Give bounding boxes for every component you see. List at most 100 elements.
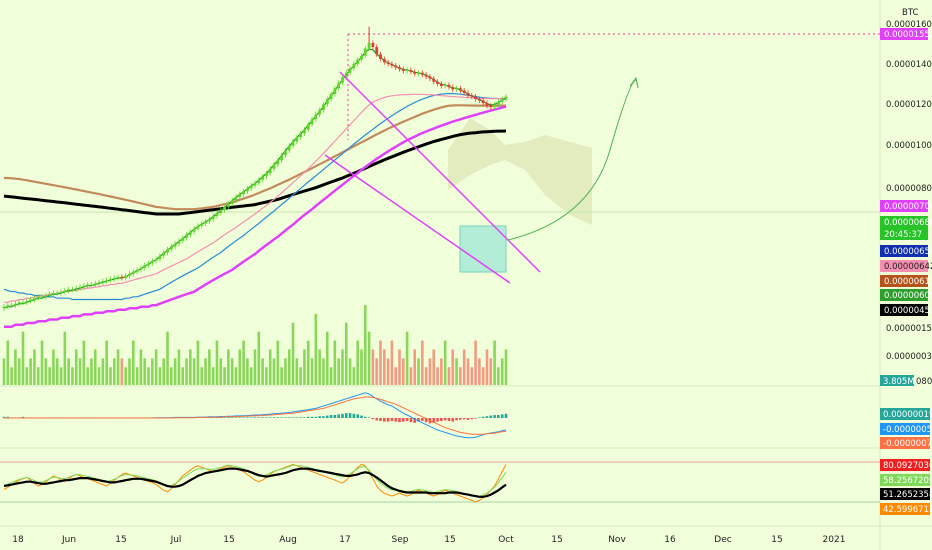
volume-bar [192,358,196,385]
macd-hist-bar [352,413,356,418]
volume-bar [36,367,40,385]
macd-hist-bar [318,416,321,418]
candle-body [496,101,500,105]
macd-hist-bar [223,417,226,418]
volume-bar [109,367,112,385]
time-axis: 18 Jun 15 Jul 15 Aug 17 Sep 15 Oct 15 Nov 16 Dec 15 202… [12,535,845,545]
candle-body [284,150,287,156]
candle-body [196,225,200,229]
macd-hist-bar [306,416,310,418]
candle-body [405,69,409,71]
stoch-d-line [3,467,507,498]
ma-black-line [3,129,507,216]
candle-body [413,71,417,74]
candle-body [124,275,128,278]
candle-body [226,203,230,207]
macd-hist-bar [390,418,394,421]
candle-body [363,48,367,56]
candle-body [86,284,90,286]
volume-bar [208,349,211,385]
candle-body [181,238,185,241]
candle-body [458,88,462,91]
candle-body [375,46,379,55]
macd-hist-bar [234,417,238,418]
time-axis-label: 15 [115,535,126,545]
candle-body [90,284,93,286]
macd-hist-bar [375,418,378,421]
volume-bar [341,349,344,385]
volume-bar [166,331,169,385]
macd-hist-bar [394,418,398,422]
candle-body [257,179,261,184]
candle-body [74,288,78,290]
macd-hist-bar [451,418,455,422]
macd-hist-bar [6,416,10,418]
candle-body [398,67,401,70]
volume-bar [371,349,375,385]
candle-body [272,164,276,169]
candle-body [451,87,455,90]
macd-hist-bar [310,416,314,418]
macd-signal-line [4,396,507,435]
macd-hist-bar [253,417,257,418]
macd-pane [2,392,508,439]
volume-bar [44,358,48,385]
macd-hist-bar [348,413,352,418]
candle-body [71,289,74,291]
volume-bar [356,340,359,385]
macd-hist-bar [2,416,6,418]
price-tag-label: 20:45:37 [884,230,922,240]
macd-hist-bar [409,418,413,423]
volume-bar [436,367,439,385]
volume-bar [276,340,280,385]
candle-body [67,289,71,291]
volume-bar [466,358,470,385]
volume-bar [219,358,223,385]
price-tag-label: 0.00000658 [884,247,932,257]
candle-body [14,303,17,306]
volume-bar [93,349,97,385]
macd-hist-bar [417,418,420,422]
macd-hist-bar [485,416,489,418]
candle-body [417,72,420,74]
price-tag-label: 0.00000605 [884,291,932,301]
price-tag-label: 0.00001552 [884,30,932,40]
candle-body [348,68,352,73]
macd-hist-bar [295,417,299,418]
macd-hist-bar [314,416,318,418]
macd-hist-bar [261,417,264,418]
volume-bar [86,367,89,385]
macd-hist-bar [284,417,287,418]
candle-body [371,42,375,47]
price-tag [880,228,928,240]
macd-hist-bar [459,418,462,420]
time-axis-label: 15 [551,535,562,545]
time-axis-label: Nov [608,535,626,545]
time-axis-label: 18 [12,535,24,545]
candle-body [356,59,360,64]
volume-bar [333,340,337,385]
volume-bar [432,349,436,385]
candle-body [128,273,131,276]
volume-bar [128,358,131,385]
time-axis-label: 16 [664,535,676,545]
volume-bar [105,340,108,385]
macd-hist-bar [398,418,401,423]
candle-body [352,63,356,69]
macd-hist-bar [215,417,219,418]
candle-body [173,243,177,247]
candle-body [341,77,344,83]
candle-body [424,74,428,77]
time-axis-label: 2021 [823,535,846,545]
candle-body [265,173,268,177]
volume-bar [112,358,116,385]
candle-body [204,221,207,224]
volume-bar [242,340,245,385]
price-tag [880,245,928,257]
candle-body [93,283,97,285]
volume-bar [14,349,17,385]
volume-bar [329,367,333,385]
